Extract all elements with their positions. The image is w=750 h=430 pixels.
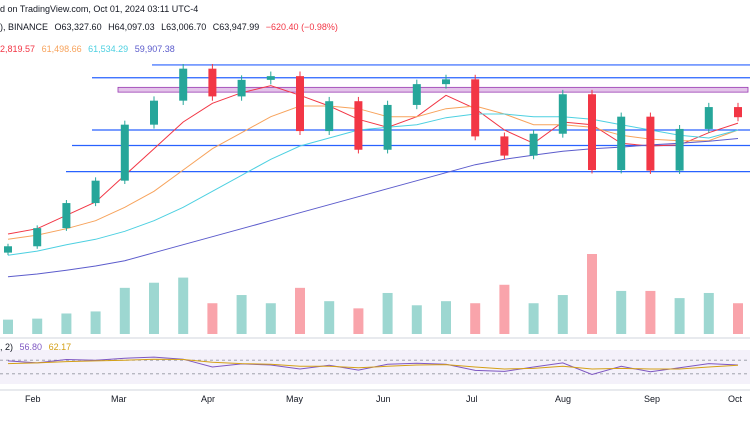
candle-body [179, 68, 188, 101]
ma-line-ma100 [7, 113, 739, 256]
volume-bar [295, 287, 305, 334]
candle-body [150, 100, 158, 125]
ma200-value: 59,907.38 [134, 44, 175, 54]
volume-bar [528, 303, 539, 334]
x-tick-apr: Apr [201, 394, 216, 404]
volume-bar [353, 308, 364, 334]
candle-body [91, 180, 100, 204]
ma20-value: 2,819.57 [0, 44, 36, 54]
resistance-zone [117, 86, 749, 93]
chart-header-title: d on TradingView.com, Oct 01, 2024 03:11… [0, 4, 202, 14]
rsi-legend: , 2) 56.80 62.17 [0, 342, 75, 352]
rsi-ma-line [7, 358, 739, 370]
candle-body [383, 104, 392, 150]
candle-body [208, 68, 217, 97]
exchange-label: ), BINANCE [0, 22, 49, 32]
chart-header-ohlc: ), BINANCE O63,327.60 H64,097.03 L63,006… [0, 22, 342, 32]
volume-bar [32, 318, 43, 334]
volume-bar [616, 290, 627, 334]
candle-body [266, 76, 275, 80]
candle-body [588, 94, 596, 170]
published-note: d on TradingView.com, Oct 01, 2024 03:11… [0, 4, 199, 14]
high-value: H64,097.03 [108, 22, 155, 32]
rsi-value: 56.80 [19, 342, 43, 352]
volume-bar [207, 303, 218, 334]
x-tick-may: May [286, 394, 304, 404]
candle-body [617, 116, 626, 170]
candle-body [558, 94, 567, 134]
volume-bar [178, 277, 189, 334]
volume-bar [236, 295, 247, 334]
volume-bar [674, 298, 685, 334]
volume-bar [90, 311, 101, 334]
candle-body [325, 101, 334, 132]
volume-bar [411, 305, 422, 334]
candle-body [4, 246, 12, 253]
ma100-value: 61,534.29 [88, 44, 129, 54]
volume-bar [645, 290, 656, 334]
volume-bar [61, 313, 72, 334]
x-tick-oct: Oct [728, 394, 743, 404]
volume-bar [441, 301, 451, 334]
ma-legend: 2,819.57 61,498.66 61,534.29 59,907.38 [0, 44, 179, 54]
volume-bar [499, 284, 510, 334]
low-value: L63,006.70 [161, 22, 207, 32]
candle-body [646, 116, 655, 171]
volume-bar [324, 301, 335, 334]
candle-body [471, 79, 480, 137]
candle-body [412, 84, 421, 105]
volume-bar [470, 303, 481, 334]
candle-body [237, 79, 246, 97]
ma50-value: 61,498.66 [41, 44, 82, 54]
volume-bar [265, 303, 276, 334]
x-tick-jul: Jul [466, 394, 478, 404]
volume-bar [733, 303, 743, 334]
candle-body [120, 124, 129, 181]
close-value: C63,947.99 [212, 22, 260, 32]
volume-bar [119, 287, 130, 334]
candle-body [62, 203, 71, 229]
candle-body [33, 228, 42, 247]
volume-bar [587, 254, 597, 334]
open-value: O63,327.60 [54, 22, 102, 32]
candle-body [442, 79, 450, 85]
candle-body [500, 136, 509, 156]
volume-bar [557, 295, 568, 334]
candle-body [354, 101, 363, 150]
volume-bar [382, 292, 393, 334]
candle-body [529, 133, 538, 156]
change-value: −620.40 (−0.98%) [265, 22, 338, 32]
x-tick-sep: Sep [644, 394, 661, 404]
candle-body [296, 76, 304, 132]
ma-line-ma200 [7, 138, 739, 278]
x-tick-feb: Feb [25, 394, 41, 404]
x-tick-mar: Mar [111, 394, 127, 404]
x-tick-jun: Jun [376, 394, 391, 404]
rsi-ma-value: 62.17 [48, 342, 72, 352]
rsi-label: , 2) [0, 342, 14, 352]
candle-body [704, 107, 713, 129]
volume-bar [3, 319, 13, 334]
ma-line-ma20 [7, 85, 739, 235]
ma-line-ma50 [7, 105, 739, 240]
volume-bar [703, 292, 714, 334]
x-tick-aug: Aug [555, 394, 572, 404]
candle-body [675, 128, 684, 171]
volume-bar [149, 282, 159, 334]
candle-body [734, 107, 742, 118]
